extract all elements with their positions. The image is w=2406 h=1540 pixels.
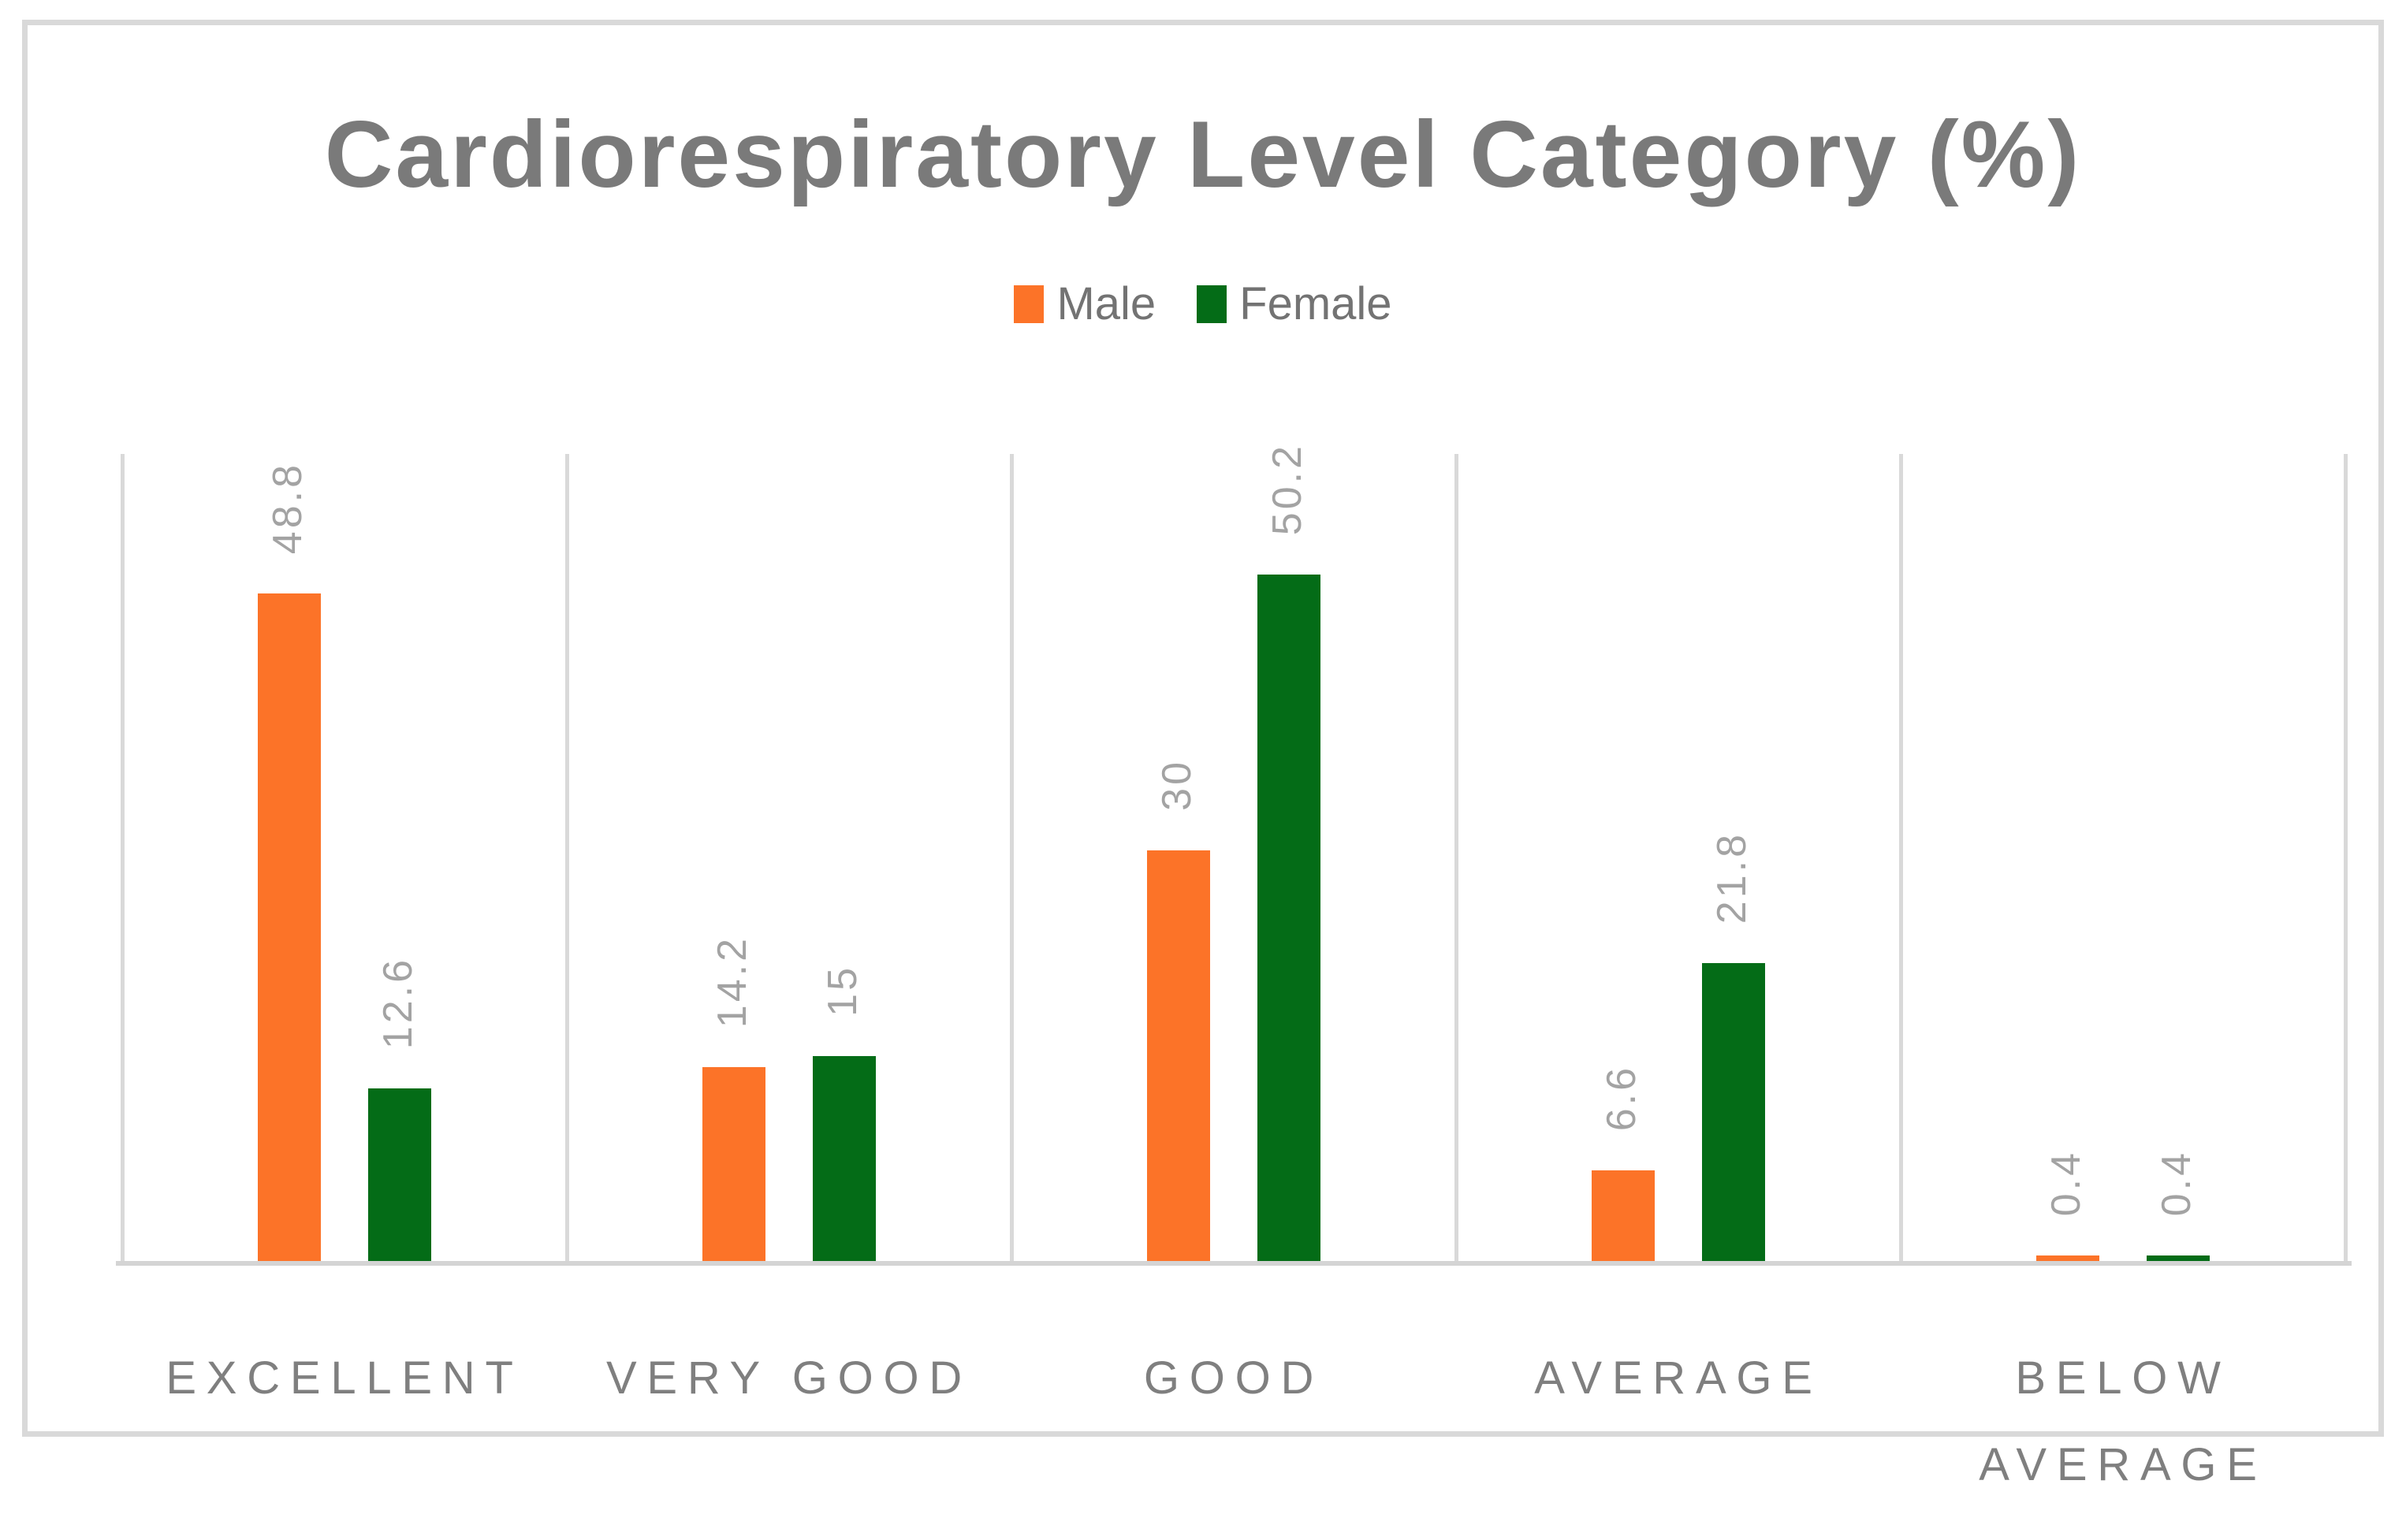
value-label-female-very-good: 15 <box>820 965 866 1017</box>
bar-male-very-good[interactable] <box>702 1067 765 1261</box>
x-axis-labels: EXCELLENT VERY GOOD GOOD AVERAGE BELOW AVERA… <box>122 1335 2345 1540</box>
category-label-very-good: VERY GOOD <box>605 1352 973 1404</box>
bar-male-excellent[interactable] <box>258 593 321 1261</box>
bar-female-average[interactable] <box>1702 963 1765 1261</box>
value-label-female-good: 50.2 <box>1264 442 1310 535</box>
female-series-swatch-icon <box>1197 285 1227 323</box>
bar-male-average[interactable] <box>1592 1170 1655 1261</box>
category-separator-gridline <box>1010 454 1014 1261</box>
value-label-male-very-good: 14.2 <box>710 935 755 1028</box>
legend-label-female: Female <box>1239 278 1392 329</box>
value-label-female-excellent: 12.6 <box>375 956 421 1049</box>
legend: Male Female <box>28 279 2378 329</box>
category-separator-gridline <box>1899 454 1903 1261</box>
legend-item-male[interactable]: Male <box>1014 281 1156 327</box>
legend-item-female[interactable]: Female <box>1197 278 1392 329</box>
value-label-male-good: 30 <box>1154 759 1200 811</box>
value-label-male-excellent: 48.8 <box>265 461 311 554</box>
category-label-average: AVERAGE <box>1534 1352 1823 1404</box>
category-separator-gridline <box>565 454 569 1261</box>
category-label-excellent: EXCELLENT <box>166 1352 523 1404</box>
bar-female-good[interactable] <box>1257 575 1320 1261</box>
value-label-female-below-average: 0.4 <box>2154 1149 2199 1216</box>
bar-male-good[interactable] <box>1147 850 1210 1261</box>
category-separator-gridline <box>121 454 125 1261</box>
legend-label-male: Male <box>1056 278 1156 329</box>
value-label-male-average: 6.6 <box>1599 1064 1644 1131</box>
bar-female-very-good[interactable] <box>813 1056 876 1261</box>
bar-female-below-average[interactable] <box>2147 1255 2210 1261</box>
category-label-below-average: BELOW AVERAGE <box>1979 1352 2267 1490</box>
value-label-female-average: 21.8 <box>1709 831 1755 924</box>
chart-title: Cardiorespiratory Level Category (%) <box>324 102 2082 207</box>
bar-male-below-average[interactable] <box>2036 1255 2099 1261</box>
plot-area: 48.8 12.6 14.2 15 30 50.2 6.6 21.8 0.4 0.4 <box>121 443 2348 1261</box>
male-series-swatch-icon <box>1014 285 1045 323</box>
category-separator-gridline <box>1454 454 1458 1261</box>
category-label-good: GOOD <box>1143 1352 1324 1404</box>
x-axis-line <box>116 1261 2352 1266</box>
value-label-male-below-average: 0.4 <box>2043 1149 2089 1216</box>
bar-female-excellent[interactable] <box>368 1088 431 1261</box>
category-separator-gridline <box>2344 454 2348 1261</box>
chart-frame: Cardiorespiratory Level Category (%) Mal… <box>22 20 2384 1490</box>
